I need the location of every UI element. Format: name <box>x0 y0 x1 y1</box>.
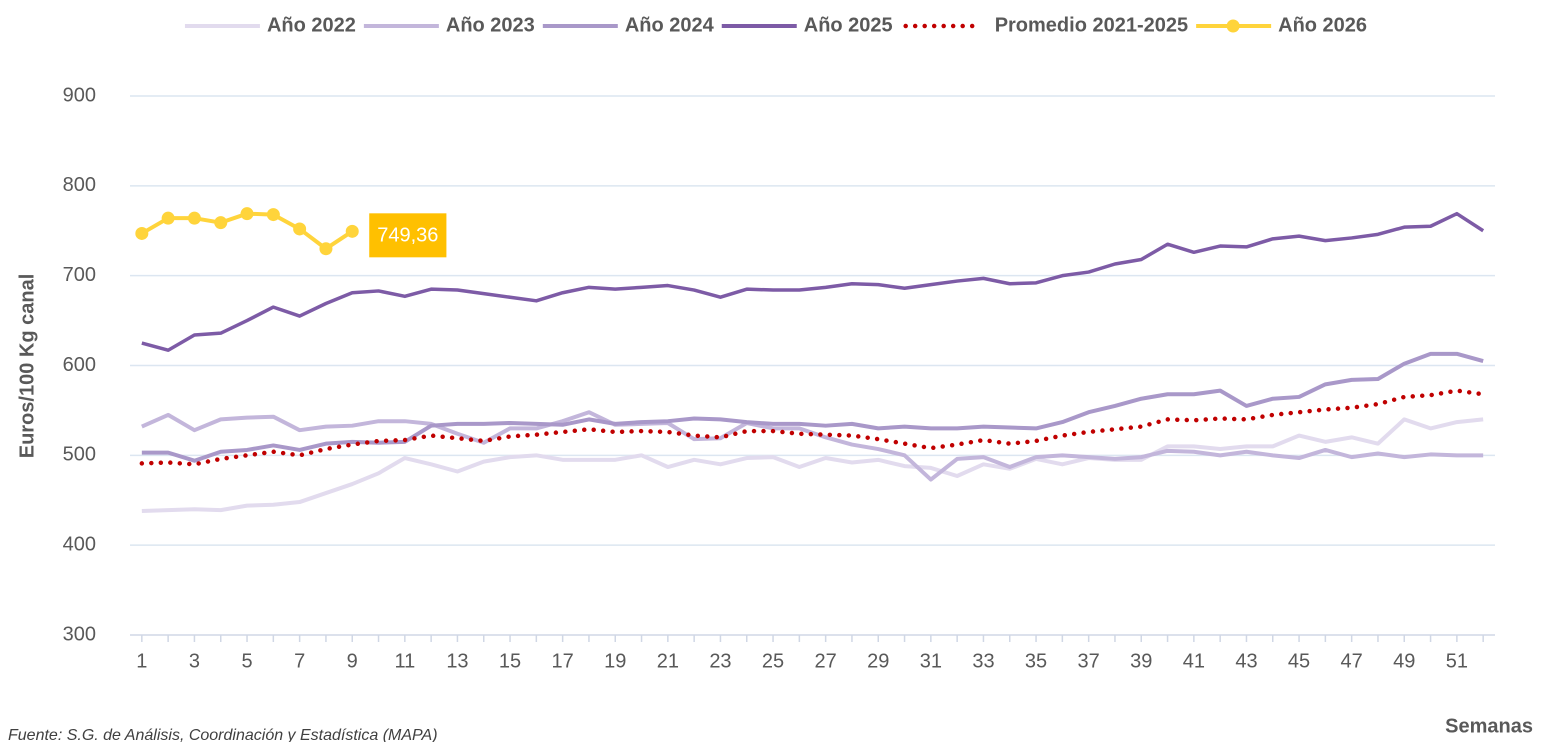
series-line <box>141 410 1484 482</box>
series-marker <box>293 222 307 236</box>
series-marker <box>345 224 359 238</box>
x-tick-label: 23 <box>709 650 731 672</box>
legend-label: Año 2024 <box>625 14 715 36</box>
series-line <box>141 211 1485 352</box>
data-label: 749,36 <box>377 225 438 247</box>
legend: Año 2022 Año 2023 Año 2024 Año 2025 Promedio… <box>184 14 1367 36</box>
series-line <box>141 417 1484 514</box>
y-tick-label: 400 <box>63 533 96 555</box>
y-tick-label: 900 <box>63 84 96 106</box>
legend-label: Año 2022 <box>267 14 356 36</box>
series-marker <box>319 242 333 256</box>
series-marker <box>214 216 228 230</box>
y-tick-label: 600 <box>63 354 96 376</box>
x-tick-label: 43 <box>1235 650 1257 672</box>
y-tick-label: 500 <box>63 444 96 466</box>
x-tick-label: 17 <box>552 650 574 672</box>
x-tick-label: 11 <box>394 650 415 672</box>
y-axis-label: Euros/100 Kg canal <box>16 274 38 459</box>
legend-label: Año 2026 <box>1278 14 1367 36</box>
x-tick-label: 33 <box>972 650 994 672</box>
source-note: Fuente: S.G. de Análisis, Coordinación y… <box>8 727 438 742</box>
data-label-box <box>369 213 447 258</box>
legend-label: Año 2025 <box>804 14 893 36</box>
x-tick-label: 45 <box>1288 650 1310 672</box>
x-tick-label: 35 <box>1025 650 1047 672</box>
series-marker <box>266 208 280 222</box>
series-marker <box>135 226 149 240</box>
y-tick-label: 800 <box>63 174 96 196</box>
x-tick-label: 15 <box>499 650 521 672</box>
x-tick-label: 47 <box>1341 650 1363 672</box>
y-tick-label: 700 <box>63 264 96 286</box>
x-tick-label: 37 <box>1078 650 1100 672</box>
x-tick-label: 9 <box>347 650 358 672</box>
x-tick-label: 21 <box>657 650 679 672</box>
x-tick-label: 25 <box>762 650 784 672</box>
x-tick-label: 27 <box>815 650 837 672</box>
series-marker <box>187 211 201 225</box>
x-tick-label: 19 <box>604 650 626 672</box>
x-tick-label: 3 <box>189 650 200 672</box>
x-tick-label: 7 <box>294 650 305 672</box>
series-line <box>139 388 1486 467</box>
x-tick-label: 29 <box>867 650 889 672</box>
x-tick-label: 51 <box>1446 650 1468 672</box>
x-tick-label: 1 <box>136 650 147 672</box>
x-tick-label: 31 <box>920 650 942 672</box>
x-tick-label: 5 <box>241 650 252 672</box>
series-marker <box>161 211 175 225</box>
x-tick-label: 49 <box>1393 650 1415 672</box>
x-axis-label: Semanas <box>1445 715 1533 737</box>
series-marker <box>240 207 254 221</box>
legend-label: Promedio 2021-2025 <box>995 14 1188 36</box>
y-tick-label: 300 <box>63 623 96 645</box>
x-tick-label: 41 <box>1183 650 1205 672</box>
x-tick-label: 13 <box>446 650 468 672</box>
legend-marker <box>1226 19 1240 33</box>
legend-label: Año 2023 <box>446 14 535 36</box>
x-tick-label: 39 <box>1130 650 1152 672</box>
